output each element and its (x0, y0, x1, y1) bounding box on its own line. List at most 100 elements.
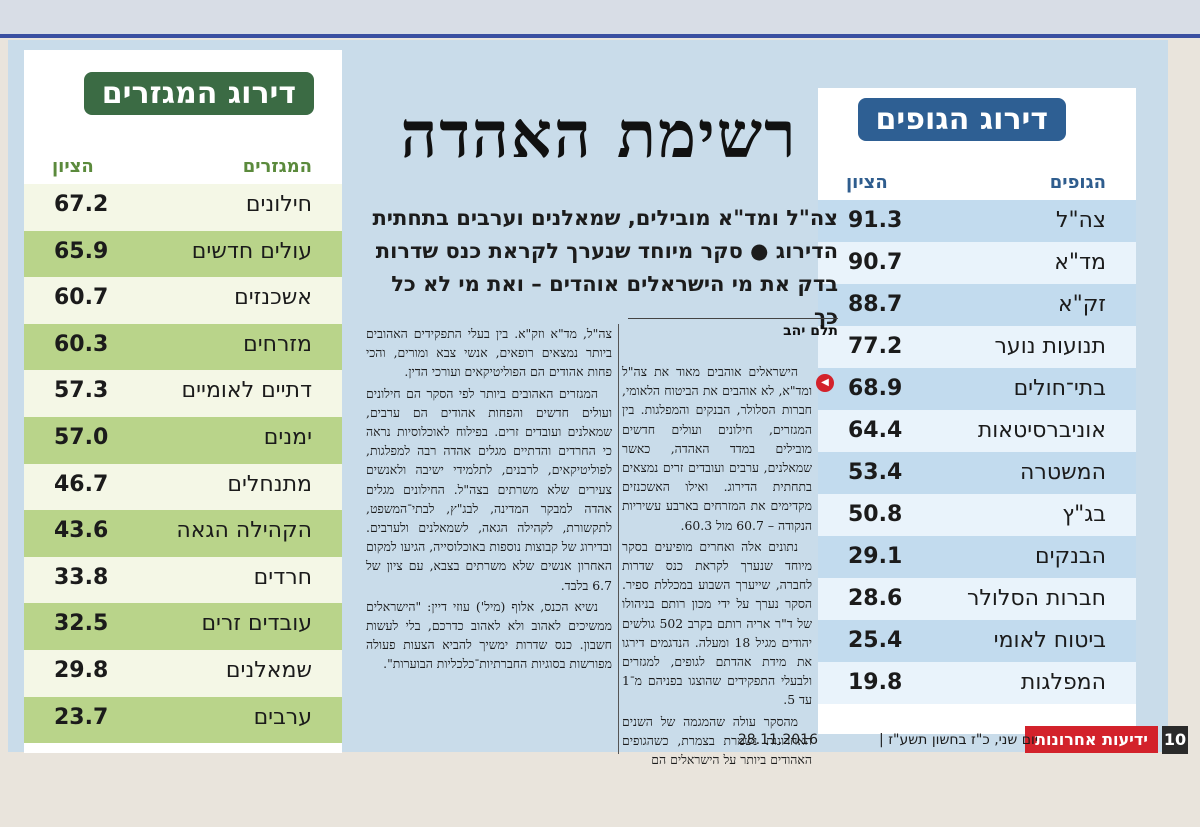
article-subhead: צה"ל ומד"א מובילים, שמאלנים וערבים בתחתי… (360, 202, 838, 334)
table-row: שמאלנים 29.8 (24, 649, 342, 697)
table-row: הבנקים 29.1 (818, 536, 1136, 578)
bodies-col-name: הגופים (1049, 172, 1106, 193)
table-row: בתי־חולים 68.9 (818, 368, 1136, 410)
row-name: בג"ץ (1062, 502, 1106, 527)
row-name: שמאלנים (225, 657, 312, 683)
table-row: ימנים 57.0 (24, 416, 342, 464)
table-row: אשכנזים 60.7 (24, 277, 342, 324)
row-score: 23.7 (54, 704, 109, 730)
column-divider (618, 324, 619, 754)
byline: תלם יהב (628, 318, 838, 339)
row-name: מזרחים (243, 331, 312, 357)
hebrew-date-text: יום שני, כ"ז בחשון תשע"ז (888, 732, 1038, 748)
paragraph: הישראלים אוהבים מאוד את צה"ל ומד"א, לא א… (622, 364, 812, 533)
row-score: 50.8 (848, 502, 903, 527)
table-row: חילונים 67.2 (24, 184, 342, 231)
row-score: 60.7 (54, 285, 109, 311)
row-name: חרדים (253, 564, 312, 590)
row-score: 60.3 (54, 331, 109, 357)
table-row: תנועות נוער 77.2 (818, 326, 1136, 368)
row-score: 43.6 (54, 518, 109, 544)
row-score: 67.2 (54, 192, 109, 217)
row-name: עובדים זרים (201, 611, 312, 637)
bodies-col-score: הציון (846, 172, 888, 193)
row-name: מתנחלים (227, 471, 312, 497)
table-row: זק"א 88.7 (818, 284, 1136, 326)
table-row: בג"ץ 50.8 (818, 494, 1136, 536)
row-score: 68.9 (848, 376, 903, 401)
subhead-line-2: הדירוג ● סקר מיוחד שנערך לקראת כנס שדרות (375, 239, 838, 263)
row-name: הקהילה הגאה (176, 518, 312, 544)
paragraph: מהסקר עולה שהמגמה של השנים האחרונות נשמר… (622, 713, 812, 768)
row-name: עולים חדשים (191, 238, 312, 264)
row-score: 29.8 (54, 657, 109, 683)
row-score: 57.0 (54, 424, 109, 450)
row-score: 91.3 (848, 208, 903, 233)
article-headline: רשימת האהדה (400, 98, 798, 173)
row-name: המשטרה (1020, 460, 1106, 485)
table-row: מד"א 90.7 (818, 242, 1136, 284)
paper-name: ידיעות אחרונות (1025, 726, 1158, 753)
table-row: דתיים לאומיים 57.3 (24, 370, 342, 417)
row-score: 64.4 (848, 418, 903, 443)
row-name: בתי־חולים (1013, 376, 1106, 401)
bodies-table-title: דירוג הגופים (857, 98, 1066, 141)
table-row: חרדים 33.8 (24, 556, 342, 604)
row-score: 57.3 (54, 378, 109, 404)
row-name: ביטוח לאומי (993, 628, 1106, 653)
row-score: 90.7 (848, 250, 903, 275)
paragraph: המגזרים האהובים ביותר לפי הסקר הם חילוני… (366, 385, 612, 593)
page-number: 10 (1162, 726, 1188, 754)
row-score: 25.4 (848, 628, 903, 653)
row-score: 19.8 (848, 670, 903, 695)
row-name: הבנקים (1034, 544, 1106, 569)
row-score: 53.4 (848, 460, 903, 485)
table-row: עובדים זרים 32.5 (24, 603, 342, 650)
article-column-left: צה"ל, מד"א וזק"א. בין בעלי התפקידים האהו… (366, 324, 612, 676)
row-name: צה"ל (1055, 208, 1106, 233)
subhead-line-3: בדק את מי הישראלים אוהדים – ואת מי לא כל… (391, 272, 838, 329)
table-row: הקהילה הגאה 43.6 (24, 510, 342, 557)
subhead-line-1: צה"ל ומד"א מובילים, שמאלנים וערבים בתחתי… (372, 206, 838, 230)
sectors-table-title: דירוג המגזרים (83, 72, 314, 115)
table-row: מתנחלים 46.7 (24, 463, 342, 511)
row-name: זק"א (1057, 292, 1106, 317)
table-row: חברות הסלולר 28.6 (818, 578, 1136, 620)
row-score: 32.5 (54, 611, 109, 637)
row-name: אוניברסיטאות (977, 418, 1106, 443)
row-name: חילונים (245, 192, 312, 217)
table-row: מזרחים 60.3 (24, 323, 342, 371)
table-row: עולים חדשים 65.9 (24, 230, 342, 278)
newspaper-page: דירוג הגופים הגופים הציון צה"ל 91.3 מד"א 90… (8, 40, 1168, 767)
row-name: אשכנזים (234, 285, 312, 311)
table-row: ביטוח לאומי 25.4 (818, 620, 1136, 662)
footer-separator: | (879, 732, 884, 748)
play-marker-icon: ◀ (816, 374, 834, 392)
table-row: אוניברסיטאות 64.4 (818, 410, 1136, 452)
sectors-col-name: המגזרים (242, 156, 312, 177)
hebrew-date: יום שני, כ"ז בחשון תשע"ז | (879, 732, 1038, 748)
gregorian-date: 28.11.2016 (737, 732, 818, 748)
row-name: תנועות נוער (994, 334, 1106, 359)
table-row: צה"ל 91.3 (818, 200, 1136, 242)
row-name: חברות הסלולר (966, 586, 1106, 611)
bodies-ranking-table: דירוג הגופים הגופים הציון צה"ל 91.3 מד"א 90… (818, 88, 1136, 734)
bodies-rows: צה"ל 91.3 מד"א 90.7 זק"א 88.7 תנועות נוער 77.2 ב… (818, 200, 1136, 704)
row-score: 65.9 (54, 238, 109, 264)
table-row: המפלגות 19.8 (818, 662, 1136, 704)
row-score: 33.8 (54, 564, 109, 590)
row-name: ערבים (253, 704, 312, 730)
row-score: 77.2 (848, 334, 903, 359)
table-row: המשטרה 53.4 (818, 452, 1136, 494)
sectors-ranking-table: דירוג המגזרים המגזרים הציון חילונים 67.2 ע… (24, 50, 342, 753)
paragraph: צה"ל, מד"א וזק"א. בין בעלי התפקידים האהו… (366, 326, 612, 380)
row-name: ימנים (263, 424, 312, 450)
row-name: מד"א (1054, 250, 1106, 275)
article-column-right: הישראלים אוהבים מאוד את צה"ל ומד"א, לא א… (622, 362, 812, 771)
row-score: 29.1 (848, 544, 903, 569)
paragraph: נתונים אלה ואחרים מופיעים בסקר מיוחד שנע… (622, 538, 813, 708)
row-score: 88.7 (848, 292, 903, 317)
row-name: המפלגות (1020, 670, 1106, 695)
top-frame (0, 0, 1200, 38)
sectors-rows: חילונים 67.2 עולים חדשים 65.9 אשכנזים 60.7 מזר… (24, 184, 342, 744)
